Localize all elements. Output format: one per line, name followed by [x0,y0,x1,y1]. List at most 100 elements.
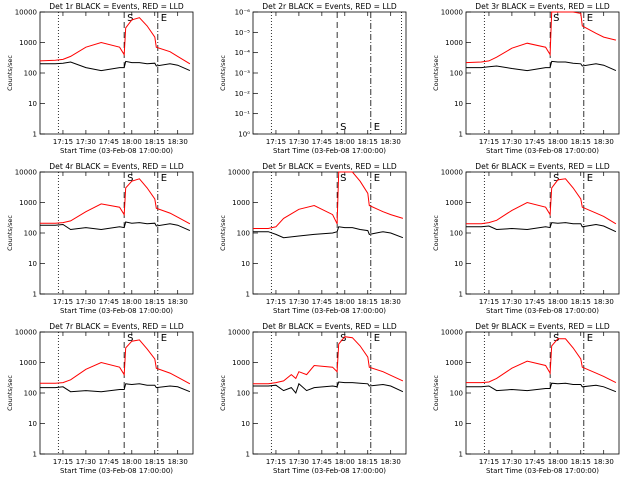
plot-frame [39,171,194,295]
marker-label-s: S [553,13,559,24]
y-tick-label: 100 [450,390,463,398]
y-tick-label: 10⁻⁴ [235,49,251,57]
y-axis-label: Counts/sec [219,375,227,411]
marker-label-e: E [587,173,593,184]
lld-series-line [466,178,617,225]
chart-title: Det 4r BLACK = Events, RED = LLD [49,162,184,171]
x-tick-label: 17:15 [479,138,499,146]
y-axis-label: Counts/sec [219,55,227,91]
x-tick-label: 17:15 [479,458,499,466]
x-axis-label: Start Time (03-Feb-08 17:00:00) [486,307,599,315]
y-tick-label: 1000 [19,199,37,207]
events-series-line [466,382,617,393]
x-tick-label: 18:15 [358,138,378,146]
events-series-line [40,60,191,72]
x-tick-label: 17:30 [289,298,309,306]
y-tick-label: 10⁻⁵ [235,29,251,37]
x-tick-label: 17:30 [502,138,522,146]
y-axis-label: Counts/sec [6,375,14,411]
y-tick-label: 10⁻³ [235,70,251,78]
events-series-line [40,383,191,393]
y-tick-label: 1000 [19,359,37,367]
x-tick-label: 17:15 [266,138,286,146]
y-tick-label: 1 [246,291,250,299]
events-series-line [253,226,404,239]
chart-title: Det 2r BLACK = Events, RED = LLD [262,2,397,11]
y-axis-label: Counts/sec [6,55,14,91]
plot-frame [465,171,620,295]
marker-label-s: S [553,333,559,344]
x-tick-label: 18:15 [145,458,165,466]
x-tick-label: 18:00 [122,458,142,466]
x-tick-label: 18:15 [571,138,591,146]
marker-label-s: S [127,173,133,184]
x-tick-label: 18:00 [548,298,568,306]
x-axis-label: Start Time (03-Feb-08 17:00:00) [60,467,173,475]
x-axis-label: Start Time (03-Feb-08 17:00:00) [60,307,173,315]
lld-series-line [40,178,191,225]
y-tick-label: 10000 [228,169,250,177]
x-tick-label: 17:45 [312,138,332,146]
x-tick-label: 18:30 [168,458,188,466]
events-series-line [466,222,617,233]
x-tick-label: 18:30 [168,298,188,306]
marker-label-e: E [587,13,593,24]
x-tick-label: 17:15 [266,458,286,466]
y-tick-label: 1 [459,451,463,459]
x-tick-label: 18:00 [335,138,355,146]
lld-series-line [466,338,617,384]
x-tick-label: 17:45 [525,298,545,306]
plot-frame [465,331,620,455]
x-tick-label: 17:45 [99,458,119,466]
x-tick-label: 18:15 [145,298,165,306]
y-tick-label: 100 [450,70,463,78]
chart-title: Det 3r BLACK = Events, RED = LLD [475,2,610,11]
y-tick-label: 10 [28,420,37,428]
x-tick-label: 17:45 [99,138,119,146]
marker-label-e: E [374,333,380,344]
lld-series-line [465,11,617,64]
plot-frame [465,11,620,135]
y-tick-label: 1 [459,131,463,139]
y-tick-label: 10000 [15,9,37,17]
y-tick-label: 1 [459,291,463,299]
y-tick-label: 10000 [15,329,37,337]
y-tick-label: 1 [33,131,37,139]
x-tick-label: 17:30 [289,138,309,146]
x-axis-label: Start Time (03-Feb-08 17:00:00) [60,147,173,155]
y-tick-label: 1 [246,451,250,459]
lld-series-line [40,339,191,385]
x-tick-label: 18:00 [122,298,142,306]
x-tick-label: 18:30 [381,138,401,146]
marker-label-e: E [161,173,167,184]
y-tick-label: 10000 [441,9,463,17]
x-tick-label: 17:45 [312,298,332,306]
marker-label-e: E [587,333,593,344]
x-tick-label: 18:00 [335,298,355,306]
x-tick-label: 18:30 [594,138,614,146]
y-tick-label: 100 [24,390,37,398]
x-axis-label: Start Time (03-Feb-08 17:00:00) [273,307,386,315]
x-tick-label: 18:15 [358,298,378,306]
x-tick-label: 18:15 [571,298,591,306]
y-tick-label: 100 [450,230,463,238]
y-tick-label: 1000 [232,359,250,367]
x-tick-label: 17:15 [53,138,73,146]
x-tick-label: 17:15 [53,458,73,466]
marker-label-e: E [374,122,380,133]
y-tick-label: 100 [237,230,250,238]
lld-series-line [39,17,191,65]
y-axis-label: Counts/sec [432,215,440,251]
y-tick-label: 10 [241,420,250,428]
x-tick-label: 17:15 [53,298,73,306]
x-tick-label: 17:30 [289,458,309,466]
events-series-line [253,381,404,395]
x-tick-label: 17:30 [502,458,522,466]
y-tick-label: 10⁻⁶ [235,9,251,17]
y-tick-label: 10 [454,420,463,428]
x-tick-label: 17:30 [76,138,96,146]
x-tick-label: 18:30 [381,458,401,466]
x-axis-label: Start Time (03-Feb-08 17:00:00) [486,467,599,475]
